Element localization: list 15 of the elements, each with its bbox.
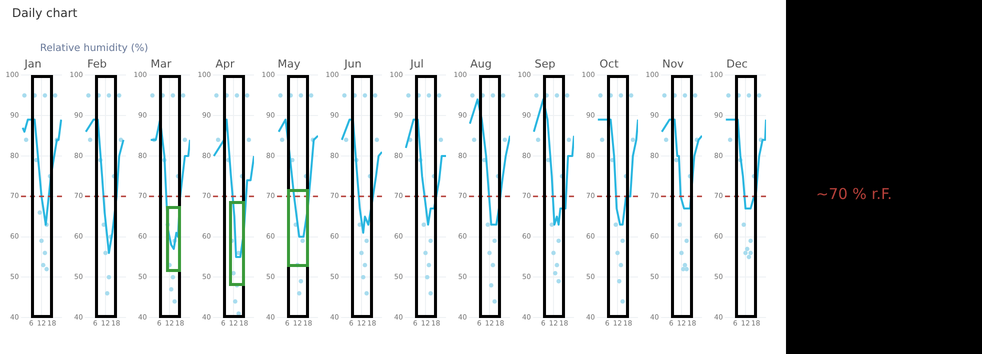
chart-title: Sep [534,57,556,70]
y-axis-title: Relative humidity (%) [40,43,148,54]
text: Daily chart [12,6,78,20]
chart-title: Nov [662,57,684,70]
chart-title: Jun [343,57,362,70]
chart-title: Dec [726,57,748,70]
chart-title: Aug [470,57,492,70]
chart-title: Jul [409,57,424,70]
chart-title: Mar [150,57,172,70]
chart-title: Feb [87,57,107,70]
chart-title: Apr [215,57,235,70]
chart-title: May [278,57,301,70]
chart-title: Jan [24,57,42,70]
ref-line-label: ~70 % r.F. [816,185,892,204]
chart-title: Oct [599,57,620,70]
